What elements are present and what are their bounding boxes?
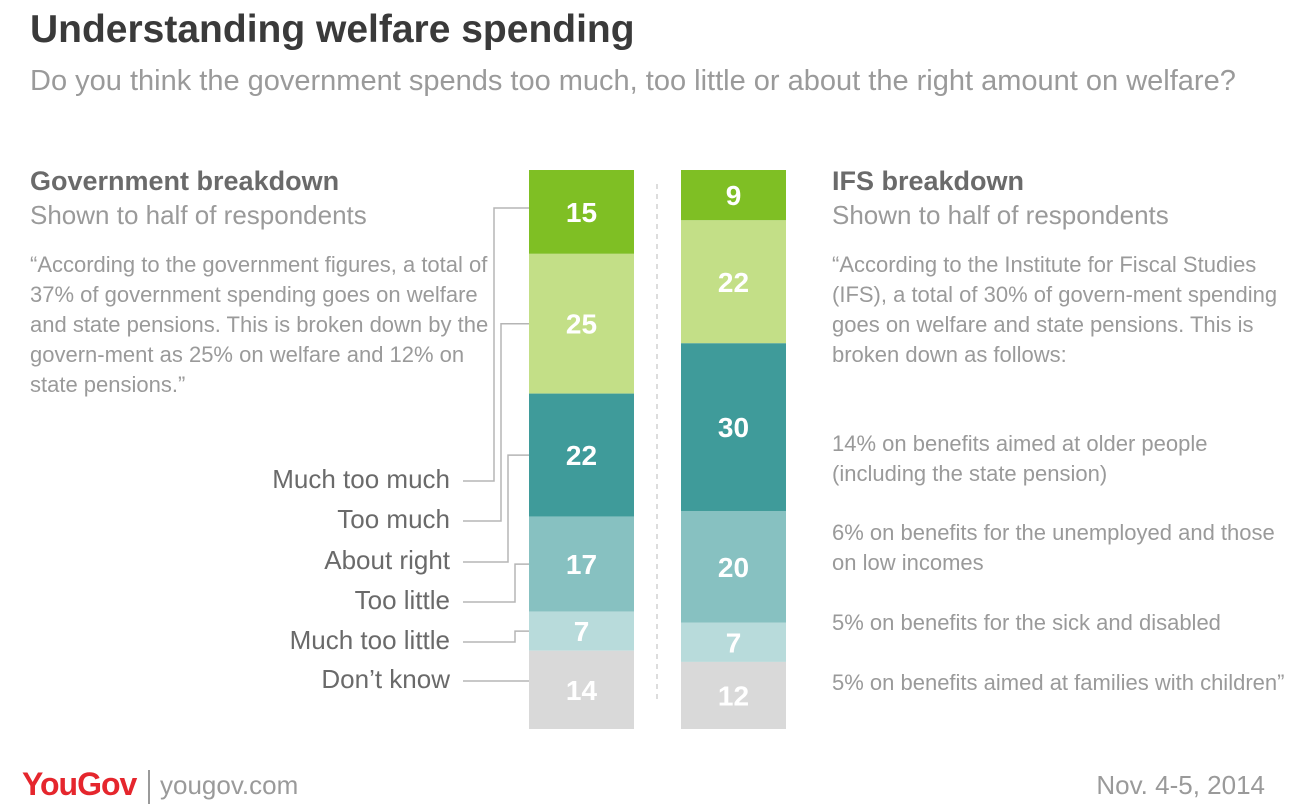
bar-2-much-too-much xyxy=(681,170,786,221)
ifs-line-sick-disabled: 5% on benefits for the sick and disabled xyxy=(832,610,1221,635)
footer-separator xyxy=(148,770,150,804)
category-label-too-much: Too much xyxy=(337,504,450,534)
data-label-2-don-t-know: 12 xyxy=(718,680,749,711)
category-label-about-right: About right xyxy=(324,545,450,575)
category-label-much-too-much: Much too much xyxy=(272,464,450,494)
connector-much-too-little xyxy=(463,630,529,643)
data-label-1-much-too-little: 7 xyxy=(574,616,590,647)
bar-2-don-t-know xyxy=(681,661,786,729)
yougov-logo: YouGov xyxy=(22,766,137,802)
data-label-1-too-little: 17 xyxy=(566,549,597,580)
government-breakdown-quote: “According to the government figures, a … xyxy=(30,252,489,397)
bar-2-too-much xyxy=(681,220,786,344)
data-label-2-much-too-little: 7 xyxy=(726,627,742,658)
data-label-2-much-too-much: 9 xyxy=(726,180,742,211)
bar-1-too-little xyxy=(529,516,634,612)
category-label-much-too-little: Much too little xyxy=(289,625,450,655)
bar-1-much-too-much xyxy=(529,170,634,254)
data-label-1-too-much: 25 xyxy=(566,309,597,340)
category-label-dont-know: Don’t know xyxy=(321,664,450,694)
bar-1-about-right xyxy=(529,393,634,517)
bar-2-much-too-little xyxy=(681,622,786,662)
page-subtitle: Do you think the government spends too m… xyxy=(30,65,1236,97)
data-label-2-too-little: 20 xyxy=(718,552,749,583)
bar-2-about-right xyxy=(681,343,786,511)
bar-segments: 15 25 22 17 7 14 9 22 30 20 7 12 xyxy=(529,170,786,729)
data-label-2-too-much: 22 xyxy=(718,267,749,298)
government-breakdown-subheading: Shown to half of respondents xyxy=(30,200,367,230)
connector-much-too-much xyxy=(463,207,529,482)
ifs-breakdown-heading: IFS breakdown xyxy=(832,166,1025,196)
data-label-2-about-right: 30 xyxy=(718,412,749,443)
ifs-breakdown-quote: “According to the Institute for Fiscal S… xyxy=(832,252,1278,367)
bar-1-don-t-know xyxy=(529,650,634,729)
footer-url: yougov.com xyxy=(160,770,299,800)
data-label-1-don-t-know: 14 xyxy=(566,675,598,706)
category-label-too-little: Too little xyxy=(354,585,450,615)
page-title: Understanding welfare spending xyxy=(30,8,635,51)
connector-too-little xyxy=(463,563,529,603)
bar-2-too-little xyxy=(681,510,786,623)
connector-too-much xyxy=(463,322,529,522)
label-connectors xyxy=(463,207,529,682)
footer-date: Nov. 4-5, 2014 xyxy=(1096,770,1265,800)
bar-1-much-too-little xyxy=(529,611,634,651)
government-breakdown-heading: Government breakdown xyxy=(30,166,340,196)
data-label-1-about-right: 22 xyxy=(566,440,597,471)
ifs-line-older-people: 14% on benefits aimed at older people (i… xyxy=(832,431,1208,486)
ifs-breakdown-subheading: Shown to half of respondents xyxy=(832,200,1169,230)
bar-1-too-much xyxy=(529,253,634,394)
data-label-1-much-too-much: 15 xyxy=(566,197,597,228)
ifs-line-families: 5% on benefits aimed at families with ch… xyxy=(832,670,1285,695)
connector-about-right xyxy=(463,454,529,563)
ifs-line-unemployed: 6% on benefits for the unemployed and th… xyxy=(832,520,1275,575)
